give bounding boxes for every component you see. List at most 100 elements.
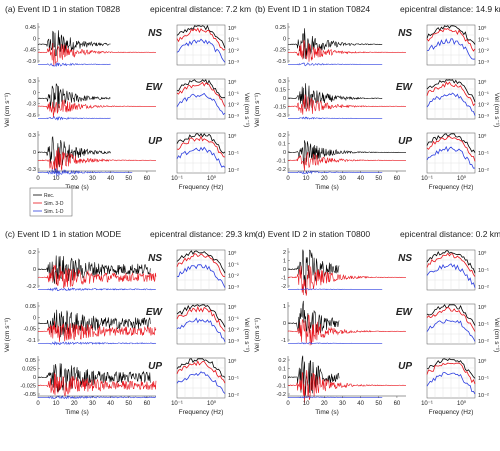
sim3d-spectrum [426, 135, 476, 162]
sim1d-spectrum [426, 319, 476, 342]
panel-title: (a) Event ID 1 in station T0828 [5, 4, 120, 14]
y-tick-label: 0.3 [278, 79, 286, 85]
x-tick-label: 20 [71, 401, 78, 407]
y-tick-label: -1 [281, 276, 286, 282]
spectrum-tick-label: 10⁻³ [228, 60, 239, 66]
panel-title: (d) Event ID 2 in station T0800 [255, 229, 370, 239]
x-tick-label: 50 [125, 176, 132, 182]
y-axis-label: Vel (cm s⁻¹) [4, 93, 11, 128]
spectrum-tick-label: 10⁻² [478, 168, 489, 174]
rec-spectrum [176, 133, 226, 154]
sim1d-trace [288, 62, 383, 67]
y-tick-label: 0.2 [278, 133, 286, 139]
y-tick-label: 2 [283, 250, 286, 256]
spectrum-tick-label: 10⁻² [478, 285, 489, 291]
spectrum-tick-label: 10⁻³ [228, 339, 239, 345]
y-axis-label: Vel (cm s⁻¹) [4, 318, 11, 353]
y-tick-label: -0.25 [273, 48, 286, 54]
sim1d-trace [38, 168, 133, 177]
spectrum-tick-label: 10⁰ [478, 250, 487, 257]
legend-label: Sim. 3-D [44, 201, 64, 207]
spectrum-tick-label: 10⁻² [478, 49, 489, 55]
panel-distance: epicentral distance: 14.9 km [400, 4, 500, 14]
freq-axis-label: Frequency (Hz) [179, 409, 224, 416]
rec-trace [37, 136, 111, 171]
y-tick-label: -2 [281, 284, 286, 290]
freq-tick-label: 10⁻¹ [171, 176, 183, 182]
sim3d-trace [37, 320, 157, 342]
y-axis-label-right: Vel (cm s⁻¹) [243, 318, 250, 353]
sim1d-trace [288, 116, 383, 120]
legend-label: Rec. [44, 193, 54, 199]
spectrum-tick-label: 10⁻³ [478, 60, 489, 66]
sim1d-spectrum [176, 38, 226, 63]
sim3d-trace [37, 42, 156, 66]
spectrum-tick-label: 10⁻¹ [228, 37, 239, 43]
y-tick-label: 0 [283, 321, 286, 327]
freq-tick-label: 10⁰ [207, 175, 217, 182]
sim1d-spectrum [176, 146, 226, 168]
sim1d-spectrum [176, 371, 226, 394]
y-tick-label: 0.025 [22, 367, 36, 373]
y-tick-label: -0.1 [277, 384, 286, 390]
y-axis-label: Vel (cm s⁻¹) [254, 93, 261, 128]
y-tick-label: 0.1 [278, 142, 286, 148]
x-tick-label: 10 [53, 401, 60, 407]
spectrum-tick-label: 10⁻² [228, 49, 239, 55]
rec-spectrum [426, 25, 476, 45]
y-tick-label: 1 [283, 259, 286, 265]
y-tick-label: 0.45 [25, 25, 36, 31]
x-tick-label: 0 [36, 401, 40, 407]
freq-tick-label: 10⁰ [207, 400, 217, 407]
rec-trace [287, 83, 383, 110]
y-tick-label: -0.5 [277, 59, 286, 65]
spectrum-tick-label: 10⁻² [478, 103, 489, 109]
y-tick-label: -0.1 [27, 338, 36, 344]
panel-distance: epicentral distance: 7.2 km [150, 4, 251, 14]
rec-spectrum [426, 304, 476, 326]
spectrum-tick-label: 10⁻¹ [478, 91, 489, 97]
sim3d-spectrum [176, 305, 226, 332]
y-tick-label: -1 [281, 338, 286, 344]
sim3d-spectrum [176, 360, 226, 384]
spectrum-tick-label: 10⁻³ [228, 114, 239, 120]
y-tick-label: 0 [283, 36, 286, 42]
freq-axis-label: Frequency (Hz) [179, 184, 224, 191]
x-axis-label: Time (s) [315, 409, 339, 416]
spectrum-tick-label: 10⁰ [228, 304, 237, 311]
y-tick-label: -0.05 [23, 327, 36, 333]
y-tick-label: 0.2 [28, 250, 36, 256]
y-tick-label: 0.25 [275, 25, 286, 31]
y-tick-label: 0.05 [25, 304, 36, 310]
rec-spectrum [426, 79, 476, 103]
sim3d-spectrum [426, 81, 476, 107]
y-tick-label: 0 [33, 375, 36, 381]
spectrum-tick-label: 10⁻¹ [478, 376, 489, 382]
spectrum-tick-label: 10⁰ [478, 133, 487, 140]
y-tick-label: 0.15 [275, 88, 286, 94]
freq-tick-label: 10⁰ [457, 175, 467, 182]
x-axis-label: Time (s) [65, 409, 89, 416]
spectrum-tick-label: 10⁻¹ [228, 316, 239, 322]
x-tick-label: 20 [321, 176, 328, 182]
y-tick-label: 0 [283, 150, 286, 156]
spectrum-tick-label: 10⁻¹ [228, 91, 239, 97]
y-tick-label: -0.2 [277, 392, 286, 398]
x-tick-label: 10 [53, 176, 60, 182]
x-tick-label: 40 [357, 176, 364, 182]
sim3d-spectrum [426, 252, 476, 277]
freq-tick-label: 10⁻¹ [171, 401, 183, 407]
x-tick-label: 40 [357, 401, 364, 407]
rec-spectrum [176, 250, 226, 274]
freq-tick-label: 10⁰ [457, 400, 467, 407]
y-tick-label: -0.45 [23, 48, 36, 54]
rec-spectrum [426, 250, 476, 274]
y-tick-label: -0.2 [277, 167, 286, 173]
panel-distance: epicentral distance: 29.3 km [150, 229, 256, 239]
x-tick-label: 30 [89, 176, 96, 182]
sim1d-trace [288, 396, 383, 399]
y-tick-label: -0.9 [27, 59, 36, 65]
y-tick-label: 0 [283, 375, 286, 381]
y-tick-label: 0 [283, 267, 286, 273]
rec-trace [287, 249, 340, 294]
